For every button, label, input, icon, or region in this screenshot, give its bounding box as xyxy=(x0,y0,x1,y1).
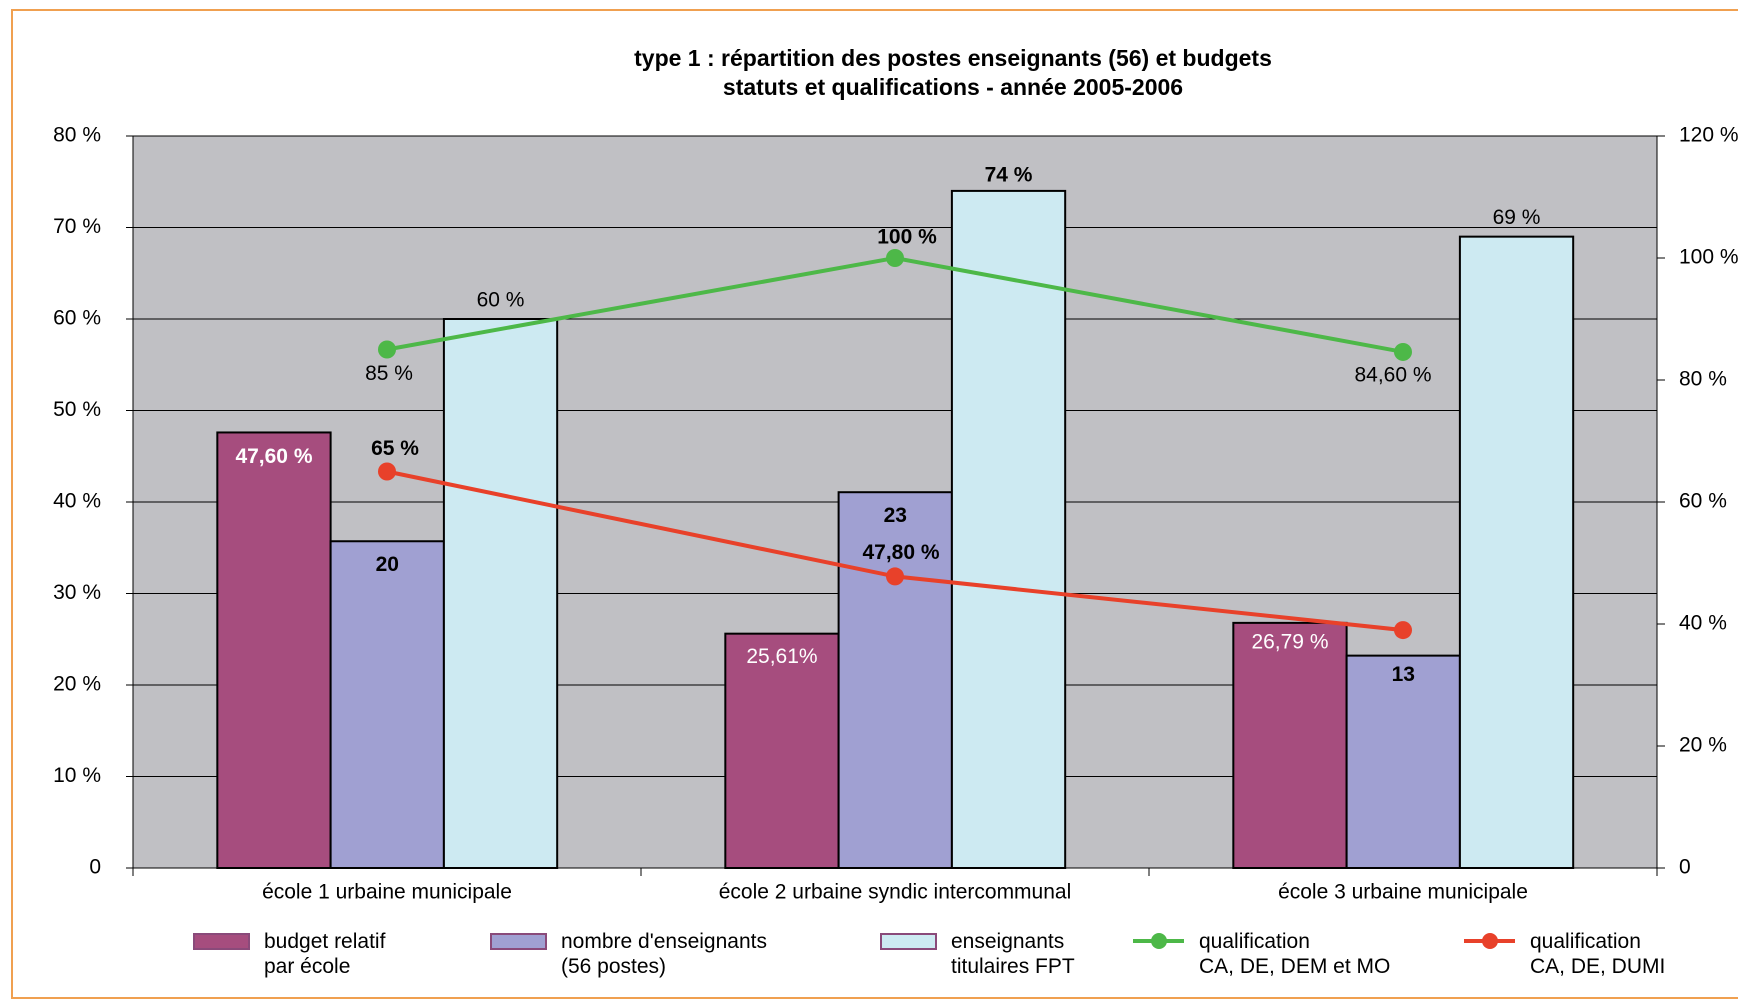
y2-tick-label: 20 % xyxy=(1679,734,1727,757)
y2-tick-label: 40 % xyxy=(1679,612,1727,635)
legend-swatch xyxy=(490,933,547,950)
y-tick-label: 10 % xyxy=(53,764,101,787)
y2-tick-label: 120 % xyxy=(1679,124,1738,147)
point xyxy=(886,567,904,586)
data-label: 74 % xyxy=(985,163,1033,186)
legend-label: enseignants titulaires FPT xyxy=(951,930,1075,978)
legend-label: nombre d'enseignants (56 postes) xyxy=(561,930,767,978)
data-label: 60 % xyxy=(477,289,525,312)
data-label: 47,80 % xyxy=(862,541,939,564)
y-tick-label: 80 % xyxy=(53,124,101,147)
chart-title: type 1 : répartition des postes enseigna… xyxy=(634,45,1272,100)
x-tick-label: école 2 urbaine syndic intercommunal xyxy=(719,881,1072,904)
y-tick-label: 20 % xyxy=(53,673,101,696)
legend-label: budget relatif par école xyxy=(264,930,386,978)
y-tick-label: 40 % xyxy=(53,490,101,513)
x-tick-label: école 1 urbaine municipale xyxy=(262,881,512,904)
legend-marker xyxy=(1482,933,1498,949)
bar xyxy=(1345,654,1461,869)
legend-swatch xyxy=(193,933,250,950)
data-label: 84,60 % xyxy=(1354,363,1431,386)
data-label: 23 xyxy=(884,504,907,527)
bar xyxy=(1458,235,1575,869)
x-tick-label: école 3 urbaine municipale xyxy=(1278,881,1528,904)
y2-tick-label: 0 xyxy=(1679,856,1691,879)
data-label: 20 xyxy=(376,553,399,576)
point xyxy=(378,340,396,359)
y-tick-label: 60 % xyxy=(53,307,101,330)
point xyxy=(1394,621,1412,640)
bar xyxy=(950,189,1067,869)
frame xyxy=(11,9,1738,999)
bar xyxy=(1232,621,1348,870)
y2-tick-label: 60 % xyxy=(1679,490,1727,513)
bar xyxy=(724,632,840,870)
data-label: 85 % xyxy=(365,362,413,385)
data-label: 26,79 % xyxy=(1251,630,1328,653)
data-label: 47,60 % xyxy=(235,445,312,468)
point xyxy=(886,249,904,267)
bar xyxy=(442,318,559,869)
data-label: 100 % xyxy=(877,226,937,249)
bar xyxy=(216,431,332,869)
data-label: 25,61% xyxy=(746,645,817,668)
data-label: 65 % xyxy=(371,437,419,460)
y-tick-label: 30 % xyxy=(53,581,101,604)
bar xyxy=(837,491,953,869)
legend-marker xyxy=(1151,933,1167,949)
legend-label: qualification CA, DE, DEM et MO xyxy=(1199,930,1391,978)
legend-label: qualification CA, DE, DUMI xyxy=(1530,930,1666,978)
y-tick-label: 50 % xyxy=(53,398,101,421)
point xyxy=(378,462,396,481)
legend-swatch xyxy=(880,933,937,950)
point xyxy=(1394,342,1412,361)
y-tick-label: 0 xyxy=(89,856,101,879)
y2-tick-label: 100 % xyxy=(1679,246,1738,269)
data-label: 13 xyxy=(1392,663,1415,686)
y2-tick-label: 80 % xyxy=(1679,368,1727,391)
bar xyxy=(329,540,445,869)
y-tick-label: 70 % xyxy=(53,215,101,238)
data-label: 69 % xyxy=(1493,206,1541,229)
